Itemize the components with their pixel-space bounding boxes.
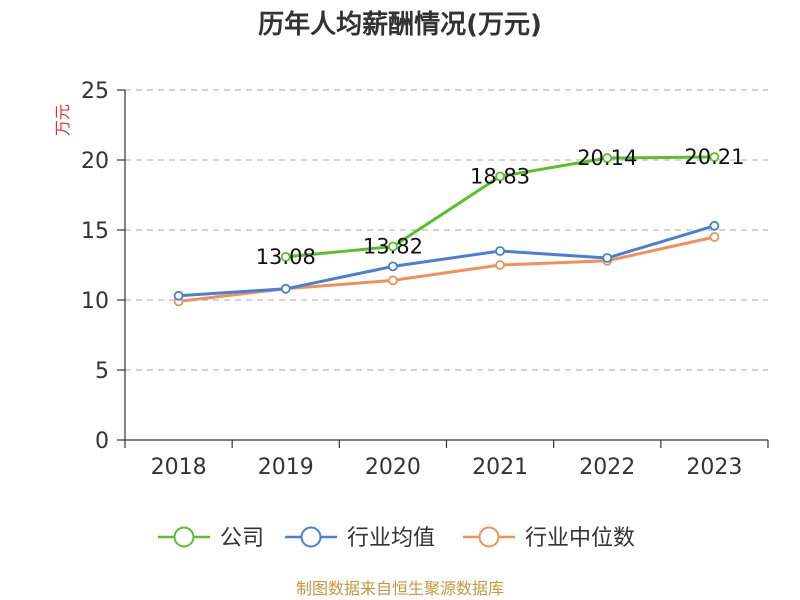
data-label: 20.21 — [684, 145, 744, 169]
source-note: 制图数据来自恒生聚源数据库 — [296, 579, 504, 598]
y-tick-label: 25 — [81, 79, 109, 104]
data-point — [495, 246, 505, 256]
series-lines — [173, 152, 720, 307]
data-label: 18.83 — [470, 164, 530, 188]
data-point — [709, 232, 720, 242]
data-label: 20.14 — [577, 146, 637, 170]
y-tick-label: 15 — [81, 219, 109, 244]
legend-item-2[interactable]: 行业中位数 — [463, 526, 635, 551]
data-point — [495, 260, 505, 270]
data-point — [388, 261, 398, 272]
legend-marker-icon — [300, 526, 322, 548]
legend-label: 行业均值 — [347, 526, 435, 551]
legend-item-1[interactable]: 行业均值 — [285, 526, 435, 551]
data-label: 13.82 — [363, 235, 423, 259]
legend-marker-icon — [173, 526, 195, 548]
y-tick-label: 0 — [95, 429, 109, 454]
y-tick-label: 5 — [95, 359, 109, 384]
x-tick-label: 2021 — [472, 455, 528, 480]
y-axis-label: 万元 — [53, 104, 72, 136]
legend-marker-icon — [478, 526, 500, 548]
data-point — [388, 241, 398, 252]
data-point — [709, 152, 720, 162]
x-tick-label: 2019 — [258, 455, 314, 480]
y-tick-label: 10 — [81, 289, 109, 314]
x-tick-label: 2018 — [151, 455, 207, 480]
series-line-1 — [178, 224, 715, 298]
x-tick-label: 2023 — [686, 455, 742, 480]
x-tick-label: 2022 — [579, 455, 635, 480]
data-point — [602, 253, 613, 263]
data-point — [495, 171, 505, 182]
legend-label: 公司 — [220, 526, 264, 551]
data-point — [280, 251, 291, 262]
axes: 0 5 10 15 20 25 2018 2019 2020 2021 2022 2023 — [81, 79, 769, 480]
chart-title: 历年人均薪酬情况(万元) — [258, 9, 542, 40]
data-label: 13.08 — [256, 245, 316, 269]
y-tick-label: 20 — [81, 149, 109, 174]
data-labels: 13.08 13.82 18.83 20.14 20.21 — [256, 145, 745, 269]
x-tick-label: 2020 — [365, 455, 421, 480]
data-point — [173, 290, 184, 301]
data-point — [388, 275, 398, 286]
legend[interactable]: 公司 行业均值 行业中位数 — [158, 526, 635, 551]
data-point — [709, 220, 720, 231]
grid-lines — [125, 89, 768, 371]
legend-item-0[interactable]: 公司 — [158, 526, 264, 551]
legend-label: 行业中位数 — [525, 526, 635, 551]
data-point — [280, 283, 291, 294]
data-point — [602, 153, 613, 163]
